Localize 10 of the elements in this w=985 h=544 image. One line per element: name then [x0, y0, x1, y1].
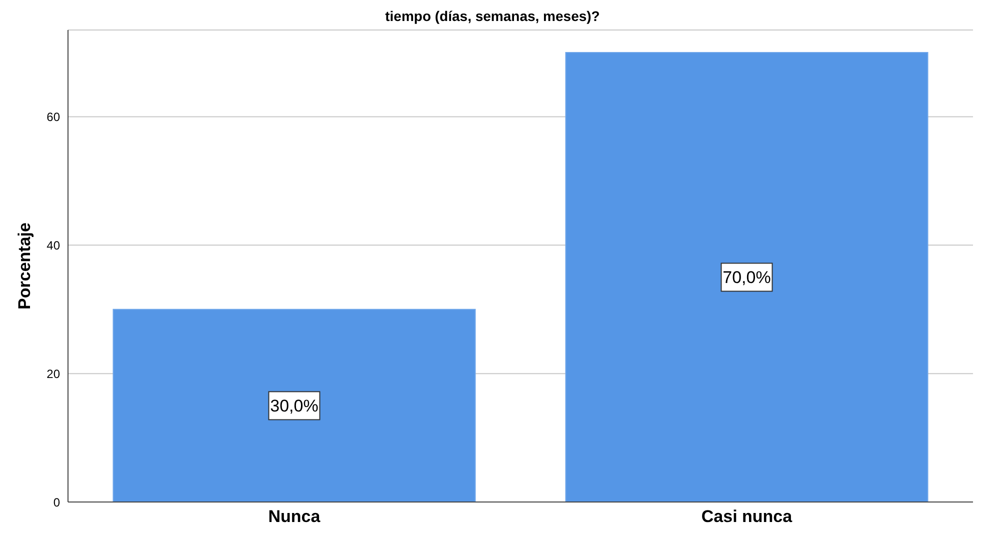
y-tick-label: 20 — [46, 366, 60, 381]
y-tick-label: 40 — [46, 238, 60, 252]
x-tick-label: Casi nunca — [701, 507, 793, 526]
data-label: 70,0% — [722, 268, 771, 288]
y-axis-title: Porcentaje — [15, 222, 34, 310]
data-label: 30,0% — [270, 396, 318, 416]
y-tick-label: 0 — [53, 495, 60, 510]
x-tick-label: Nunca — [268, 507, 321, 526]
y-tick-label: 60 — [46, 110, 60, 124]
chart-title: tiempo (días, semanas, meses)? — [384, 8, 601, 26]
